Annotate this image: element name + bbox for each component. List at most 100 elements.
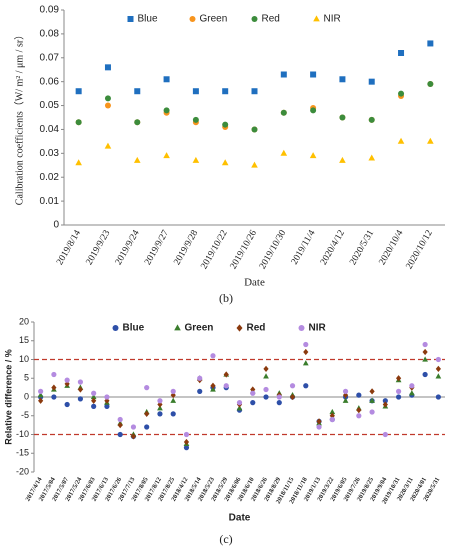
point (369, 397, 375, 403)
point (222, 121, 229, 128)
point (310, 71, 317, 78)
x-tick-label: 2019/10/26 (229, 228, 259, 271)
legend-label: NIR (324, 14, 341, 25)
point (435, 373, 442, 379)
y-tick-label: 0.05 (40, 100, 60, 111)
point (276, 400, 282, 406)
point (309, 152, 317, 159)
legend-label: Green (200, 14, 228, 25)
point (310, 107, 317, 114)
x-tick-label: 2019/10/22 (199, 228, 229, 271)
point (77, 396, 84, 402)
point (302, 360, 309, 366)
point (163, 152, 170, 159)
point (382, 401, 388, 408)
legend-label: Blue (138, 14, 158, 25)
point (75, 159, 82, 166)
point (104, 64, 111, 71)
y-tick-label: 0.04 (40, 124, 60, 135)
point (75, 119, 82, 126)
point (368, 154, 376, 161)
point (316, 418, 322, 425)
point (144, 385, 150, 391)
point (236, 324, 243, 332)
point (117, 422, 123, 429)
y-tick-label: 20 (19, 316, 29, 326)
point (221, 159, 229, 166)
point (427, 81, 434, 88)
point (236, 400, 243, 406)
y-tick-label: 0.07 (40, 52, 60, 63)
point (342, 388, 349, 394)
y-tick-label: 15 (19, 335, 29, 345)
point (117, 431, 123, 438)
x-tick-label: 2020/5/31 (348, 228, 376, 267)
point (51, 384, 57, 391)
point (130, 424, 137, 430)
point (427, 137, 434, 144)
point (104, 394, 110, 400)
point (51, 371, 57, 378)
point (210, 382, 216, 389)
point (435, 365, 441, 372)
point (117, 416, 123, 423)
x-tick-label: 2019/8/14 (55, 228, 83, 267)
point (91, 403, 97, 409)
point (298, 325, 305, 331)
legend-label: Red (247, 323, 266, 334)
point (163, 76, 170, 83)
legend-label: NIR (309, 323, 327, 334)
point (339, 76, 346, 83)
x-tick-label: 2019/10/30 (258, 228, 288, 271)
point (395, 388, 402, 394)
point (422, 356, 428, 362)
point (303, 341, 309, 348)
point (408, 390, 415, 396)
point (133, 156, 141, 163)
legend-label: Blue (123, 323, 145, 334)
point (210, 386, 216, 392)
point (37, 392, 44, 398)
point (382, 431, 388, 438)
point (409, 383, 415, 389)
point (263, 394, 269, 400)
y-tick-label: 0 (53, 220, 59, 231)
point (422, 371, 428, 378)
point (356, 407, 362, 414)
point (397, 137, 405, 144)
point (223, 371, 229, 378)
point (395, 394, 402, 400)
y-tick-label: 5 (24, 373, 29, 383)
point (127, 16, 134, 22)
caption: (c) (219, 532, 232, 546)
x-tick-label: 2019/9/28 (172, 228, 200, 267)
point (356, 413, 362, 419)
point (90, 393, 97, 400)
point (183, 438, 190, 446)
y-tick-label: 0.09 (40, 5, 60, 16)
point (210, 353, 216, 359)
point (157, 398, 163, 404)
point (263, 386, 269, 393)
point (329, 408, 336, 415)
point (280, 149, 288, 156)
point (422, 341, 428, 348)
point (303, 348, 309, 356)
x-axis-label: Date (229, 513, 251, 524)
point (339, 114, 346, 121)
point (192, 156, 200, 163)
point (303, 383, 309, 389)
point (174, 324, 181, 331)
x-tick-label: 2020/4/12 (319, 228, 347, 267)
point (192, 88, 199, 95)
point (112, 325, 119, 331)
point (91, 397, 97, 404)
point (91, 390, 97, 396)
point (329, 416, 335, 423)
point (157, 405, 163, 411)
y-tick-label: -20 (16, 466, 29, 476)
point (64, 377, 70, 383)
x-tick-label: 2019/9/23 (85, 228, 113, 267)
point (236, 405, 243, 411)
